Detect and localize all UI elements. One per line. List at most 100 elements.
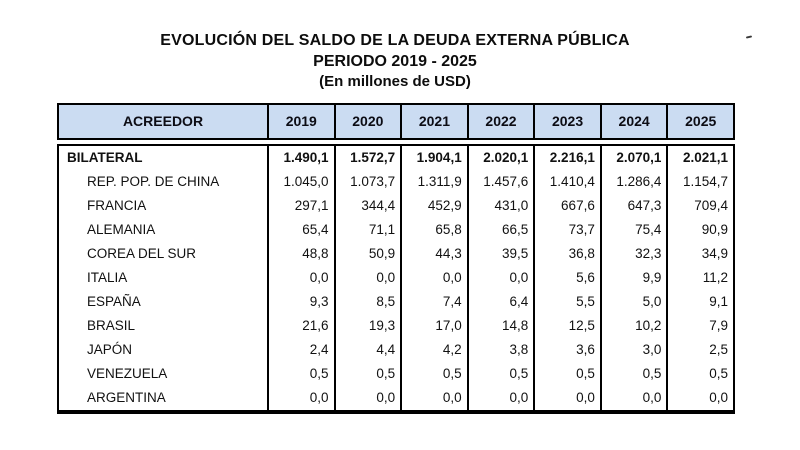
value-cell: 647,3 <box>599 194 667 218</box>
creditor-label: VENEZUELA <box>87 366 168 381</box>
value-cell: 1.457,6 <box>466 170 534 194</box>
value-cell: 2,4 <box>267 338 334 362</box>
value-cell: 0,0 <box>466 386 534 410</box>
value-cell: 75,4 <box>599 218 667 242</box>
value-cell: 5,5 <box>533 290 600 314</box>
creditor-label: ARGENTINA <box>87 390 166 405</box>
table-row: ESPAÑA 9,3 8,5 7,4 6,4 5,5 5,0 9,1 <box>59 290 733 314</box>
table-row: BRASIL 21,6 19,3 17,0 14,8 12,5 10,2 7,9 <box>59 314 733 338</box>
value-cell: 4,4 <box>333 338 401 362</box>
table-row: REP. POP. DE CHINA 1.045,0 1.073,7 1.311,9 1… <box>59 170 733 194</box>
value-cell: 452,9 <box>400 194 467 218</box>
value-cell: 1.073,7 <box>333 170 401 194</box>
title-block: EVOLUCIÓN DEL SALDO DE LA DEUDA EXTERNA … <box>0 30 790 92</box>
value-cell: 3,0 <box>599 338 667 362</box>
table-row: FRANCIA 297,1 344,4 452,9 431,0 667,6 647,3 709… <box>59 194 733 218</box>
value-cell: 0,5 <box>333 362 401 386</box>
page-title: EVOLUCIÓN DEL SALDO DE LA DEUDA EXTERNA … <box>160 32 630 49</box>
value-cell: 7,9 <box>666 314 733 338</box>
value-cell: 3,6 <box>533 338 600 362</box>
value-cell: 8,5 <box>333 290 401 314</box>
value-cell: 1.410,4 <box>533 170 600 194</box>
value-cell: 36,8 <box>533 242 600 266</box>
value-cell: 0,0 <box>533 386 600 410</box>
value-cell: 2.070,1 <box>599 146 667 170</box>
value-cell: 10,2 <box>599 314 667 338</box>
value-cell: 0,0 <box>267 386 334 410</box>
value-cell: 0,0 <box>267 266 334 290</box>
value-cell: 9,1 <box>666 290 733 314</box>
table-row: ALEMANIA 65,4 71,1 65,8 66,5 73,7 75,4 90,9 <box>59 218 733 242</box>
page-subtitle-period: PERIODO 2019 - 2025 <box>313 53 477 70</box>
value-cell: 0,5 <box>466 362 534 386</box>
creditor-label: ITALIA <box>87 270 128 285</box>
creditor-label: COREA DEL SUR <box>87 246 197 261</box>
value-cell: 709,4 <box>666 194 733 218</box>
value-cell: 65,8 <box>400 218 467 242</box>
value-cell: 1.154,7 <box>666 170 733 194</box>
value-cell: 0,0 <box>400 266 467 290</box>
value-cell: 34,9 <box>666 242 733 266</box>
value-cell: 1.311,9 <box>400 170 467 194</box>
value-cell: 0,5 <box>666 362 733 386</box>
value-cell: 0,5 <box>267 362 334 386</box>
header-cell-year-2019: 2019 <box>267 105 334 138</box>
value-cell: 1.904,1 <box>400 146 467 170</box>
value-cell: 0,0 <box>466 266 534 290</box>
value-cell: 44,3 <box>400 242 467 266</box>
creditor-label: ALEMANIA <box>87 222 156 237</box>
table-row: VENEZUELA 0,5 0,5 0,5 0,5 0,5 0,5 0,5 <box>59 362 733 386</box>
value-cell: 7,4 <box>400 290 467 314</box>
value-cell: 2,5 <box>666 338 733 362</box>
table-row: JAPÓN 2,4 4,4 4,2 3,8 3,6 3,0 2,5 <box>59 338 733 362</box>
value-cell: 1.490,1 <box>267 146 334 170</box>
value-cell: 2.020,1 <box>466 146 534 170</box>
value-cell: 50,9 <box>333 242 401 266</box>
value-cell: 0,5 <box>599 362 667 386</box>
creditor-label: FRANCIA <box>87 198 147 213</box>
value-cell: 17,0 <box>400 314 467 338</box>
creditor-label: ESPAÑA <box>87 294 141 309</box>
value-cell: 0,5 <box>533 362 600 386</box>
value-cell: 5,0 <box>599 290 667 314</box>
value-cell: 32,3 <box>599 242 667 266</box>
value-cell: 1.286,4 <box>599 170 667 194</box>
creditor-label: REP. POP. DE CHINA <box>87 174 220 189</box>
value-cell: 0,0 <box>666 386 733 410</box>
value-cell: 344,4 <box>333 194 401 218</box>
table-body: BILATERAL 1.490,1 1.572,7 1.904,1 2.020,1 2.2… <box>57 144 735 414</box>
value-cell: 9,3 <box>267 290 334 314</box>
value-cell: 667,6 <box>533 194 600 218</box>
value-cell: 2.216,1 <box>533 146 600 170</box>
header-cell-year-2024: 2024 <box>599 105 667 138</box>
value-cell: 0,0 <box>333 386 401 410</box>
value-cell: 73,7 <box>533 218 600 242</box>
value-cell: 0,5 <box>400 362 467 386</box>
header-cell-year-2020: 2020 <box>333 105 401 138</box>
header-cell-year-2023: 2023 <box>533 105 600 138</box>
value-cell: 9,9 <box>599 266 667 290</box>
value-cell: 431,0 <box>466 194 534 218</box>
value-cell: 90,9 <box>666 218 733 242</box>
value-cell: 0,0 <box>599 386 667 410</box>
value-cell: 6,4 <box>466 290 534 314</box>
creditor-label: JAPÓN <box>87 342 133 357</box>
value-cell: 21,6 <box>267 314 334 338</box>
page-subtitle-units: (En millones de USD) <box>319 73 471 90</box>
value-cell: 2.021,1 <box>666 146 733 170</box>
value-cell: 5,6 <box>533 266 600 290</box>
value-cell: 12,5 <box>533 314 600 338</box>
value-cell: 1.572,7 <box>333 146 401 170</box>
header-cell-year-2021: 2021 <box>400 105 467 138</box>
value-cell: 11,2 <box>666 266 733 290</box>
table-row: ITALIA 0,0 0,0 0,0 0,0 5,6 9,9 11,2 <box>59 266 733 290</box>
value-cell: 48,8 <box>267 242 334 266</box>
value-cell: 65,4 <box>267 218 334 242</box>
table-row: ARGENTINA 0,0 0,0 0,0 0,0 0,0 0,0 0,0 <box>59 386 733 410</box>
table-header-row: ACREEDOR 2019 2020 2021 2022 2023 2024 2025 <box>57 103 735 140</box>
value-cell: 297,1 <box>267 194 334 218</box>
value-cell: 0,0 <box>400 386 467 410</box>
creditor-label: BRASIL <box>87 318 136 333</box>
value-cell: 39,5 <box>466 242 534 266</box>
